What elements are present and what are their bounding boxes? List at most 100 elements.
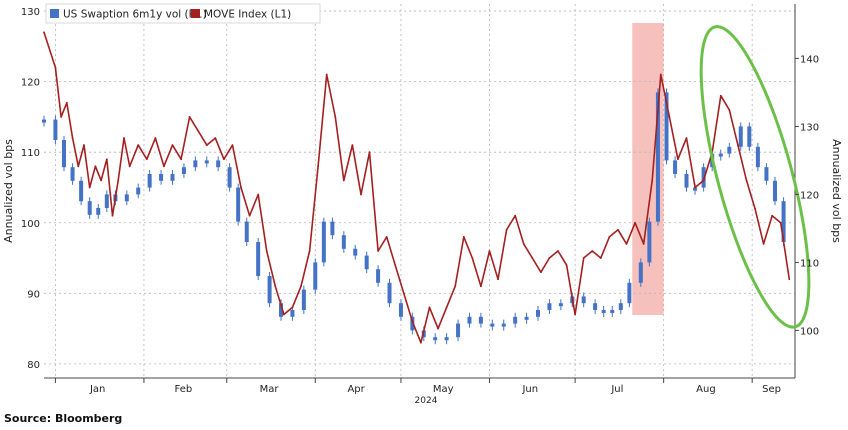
move-index-point-90: [779, 221, 782, 224]
x-tick-label-aug: Aug: [696, 384, 716, 395]
swaption-candle-22: [267, 276, 272, 304]
move-index-point-89: [771, 214, 774, 217]
swaption-candle-37: [433, 337, 438, 341]
move-index-point-44: [385, 235, 388, 238]
move-index-point-69: [599, 257, 602, 259]
move-index-point-78: [677, 158, 679, 161]
swaption-candle-23: [279, 303, 284, 317]
legend-label-swaption: US Swaption 6m1y vol (R1): [63, 9, 207, 21]
swaption-candle-65: [718, 153, 723, 157]
move-index-point-13: [123, 137, 125, 139]
ellipse-highlight-1: [699, 25, 811, 329]
swaption-candle-48: [558, 303, 563, 307]
move-index-point-45: [394, 264, 397, 266]
move-index-point-20: [180, 158, 182, 161]
move-index-point-26: [231, 144, 234, 147]
move-index-point-14: [128, 165, 131, 168]
swaption-candle-66: [727, 146, 732, 154]
swaption-candle-18: [227, 167, 232, 188]
swaption-candle-1: [53, 119, 58, 140]
move-index-point-10: [105, 158, 108, 161]
move-index-point-83: [719, 94, 722, 97]
swaption-candle-60: [673, 160, 678, 174]
swaption-candle-51: [593, 303, 598, 310]
swaption-candle-52: [601, 310, 606, 313]
x-tick-label-jul: Jul: [610, 384, 623, 395]
move-index-point-39: [342, 179, 345, 182]
move-index-point-57: [497, 278, 499, 281]
swaption-candle-43: [501, 323, 506, 327]
move-index-line: [43, 31, 791, 344]
left-axis-label: Annualized vol bps: [2, 139, 15, 243]
move-index-point-6: [83, 144, 85, 147]
swaption-candle-38: [444, 337, 449, 341]
swaption-candle-58: [655, 92, 660, 222]
swaption-candle-68: [747, 126, 752, 147]
move-index-point-28: [248, 214, 251, 217]
year-label: 2024: [415, 396, 438, 406]
move-index-point-47: [411, 320, 414, 323]
swaption-candle-16: [204, 160, 209, 164]
swaption-candle-63: [701, 167, 706, 188]
swaption-candle-0: [42, 119, 46, 123]
move-index-point-33: [291, 306, 294, 309]
move-index-point-2: [60, 116, 63, 118]
swaption-candle-56: [638, 262, 643, 283]
move-index-point-51: [445, 306, 448, 309]
tick-labels: Jan Feb Mar Apr May Jun Jul Aug Sep 80 90 100 110 120…: [21, 7, 819, 395]
move-index-point-87: [754, 207, 756, 210]
move-index-point-9: [100, 179, 103, 182]
y-left-tick-label-120: 120: [21, 78, 40, 89]
move-index-point-56: [488, 250, 491, 252]
move-index-point-40: [351, 144, 354, 147]
swaption-candle-59: [664, 92, 669, 161]
x-tick-label-feb: Feb: [174, 384, 192, 395]
move-index-point-7: [88, 186, 91, 189]
move-index-point-43: [377, 250, 379, 252]
swaption-candle-19: [236, 187, 241, 222]
move-index-point-75: [651, 179, 654, 182]
y-left-tick-label-110: 110: [21, 148, 40, 159]
move-index-point-31: [274, 285, 277, 288]
move-index-point-80: [694, 186, 696, 189]
move-index-point-61: [531, 257, 534, 259]
move-index-point-74: [642, 243, 645, 245]
y-left-tick-label-80: 80: [27, 360, 40, 371]
legend-box: [45, 3, 321, 24]
x-tick-label-sep: Sep: [762, 384, 781, 395]
swaption-candle-62: [693, 187, 698, 191]
swaption-candle-61: [684, 174, 689, 188]
move-index-point-11: [111, 214, 114, 217]
swaption-candle-24: [290, 310, 295, 317]
legend-label-move: MOVE Index (L1): [204, 9, 291, 21]
axes: [44, 4, 796, 379]
move-index-point-24: [214, 137, 217, 139]
swaption-candle-35: [410, 316, 415, 331]
gridlines: [44, 4, 795, 378]
move-index-point-17: [154, 137, 157, 139]
move-index-point-23: [205, 144, 208, 147]
swaption-candle-3: [70, 167, 75, 181]
swaption-candle-5: [87, 201, 92, 215]
swaption-candle-26: [313, 262, 318, 290]
swaption-candles: [42, 88, 786, 345]
move-index-point-21: [188, 116, 191, 118]
swaption-candle-30: [353, 248, 358, 256]
x-tick-label-may: May: [433, 384, 454, 395]
move-index-point-55: [479, 285, 482, 288]
swaption-candle-46: [536, 310, 541, 317]
move-index-point-8: [94, 165, 97, 168]
move-index-point-48: [420, 341, 422, 344]
move-index-point-71: [617, 228, 619, 231]
move-index-point-58: [505, 228, 508, 231]
swaption-candle-42: [490, 323, 495, 327]
swaption-candle-44: [513, 316, 518, 324]
swaption-candle-21: [256, 242, 261, 276]
swaption-candle-27: [321, 221, 326, 263]
swaption-candle-12: [159, 174, 164, 181]
move-index-point-22: [197, 130, 200, 132]
swaption-candle-33: [387, 282, 392, 304]
move-index-point-86: [745, 179, 748, 182]
swaption-candle-50: [581, 296, 586, 304]
swaption-candle-9: [124, 194, 129, 202]
